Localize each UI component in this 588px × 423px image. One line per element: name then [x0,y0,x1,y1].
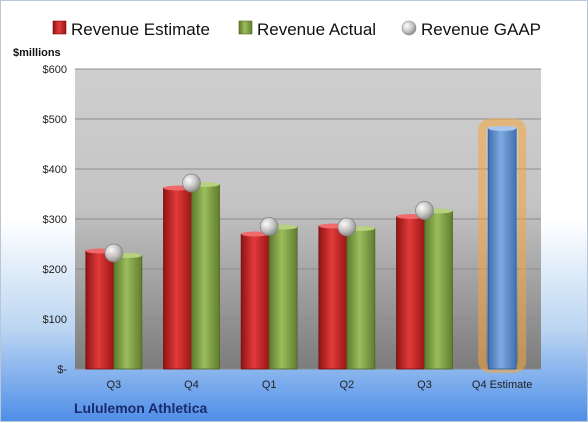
y-tick-label: $400 [43,164,67,176]
x-tick-label: Q4 Estimate [472,379,533,391]
y-tick-label: $200 [43,264,67,276]
x-tick-label: Q2 [339,379,354,391]
company-name: Lululemon Athletica [74,400,207,416]
estimate-bar [318,225,348,370]
gaap-markers [104,173,434,263]
estimate-bar [163,187,192,370]
actual-bar [113,255,143,370]
gaap-marker [182,173,201,193]
y-tick-label: $600 [43,64,67,76]
actual-bar [346,228,376,370]
x-tick-label: Q1 [262,379,277,391]
legend-marker-gaap [401,20,417,36]
x-tick-label: Q4 [184,379,199,391]
legend-label-estimate: Revenue Estimate [71,20,210,39]
legend: Revenue Estimate Revenue Actual Revenue … [52,20,541,39]
gaap-marker [337,217,357,237]
legend-swatch-actual [238,20,253,35]
actual-bar [424,210,453,370]
estimate-bar-cap [488,126,517,131]
actual-bar [191,184,220,370]
y-axis-ticks: $- $100 $200 $300 $400 $500 $600 [43,64,68,376]
y-axis-unit-label: $millions [13,47,61,59]
x-tick-label: Q3 [106,379,121,391]
gaap-marker [104,243,124,263]
y-tick-label: $500 [43,114,67,126]
gaap-marker [259,217,279,236]
estimate-bar [240,233,270,370]
x-axis-ticks: Q3 Q4 Q1 Q2 Q3 Q4 Estimate [106,379,532,391]
estimate-bar [487,128,517,370]
gaap-marker [415,201,434,220]
legend-label-actual: Revenue Actual [257,20,376,39]
estimate-bar-cap [241,231,270,237]
actual-bar [268,226,298,370]
bars [85,118,527,373]
y-tick-label: $- [57,364,67,376]
y-tick-label: $100 [43,314,67,326]
estimate-bar [85,250,115,370]
gridlines [75,68,541,370]
legend-label-gaap: Revenue GAAP [421,20,541,39]
x-tick-label: Q3 [417,379,432,391]
legend-swatch-estimate [52,20,67,35]
y-tick-label: $300 [43,214,67,226]
estimate-bar [396,216,425,370]
